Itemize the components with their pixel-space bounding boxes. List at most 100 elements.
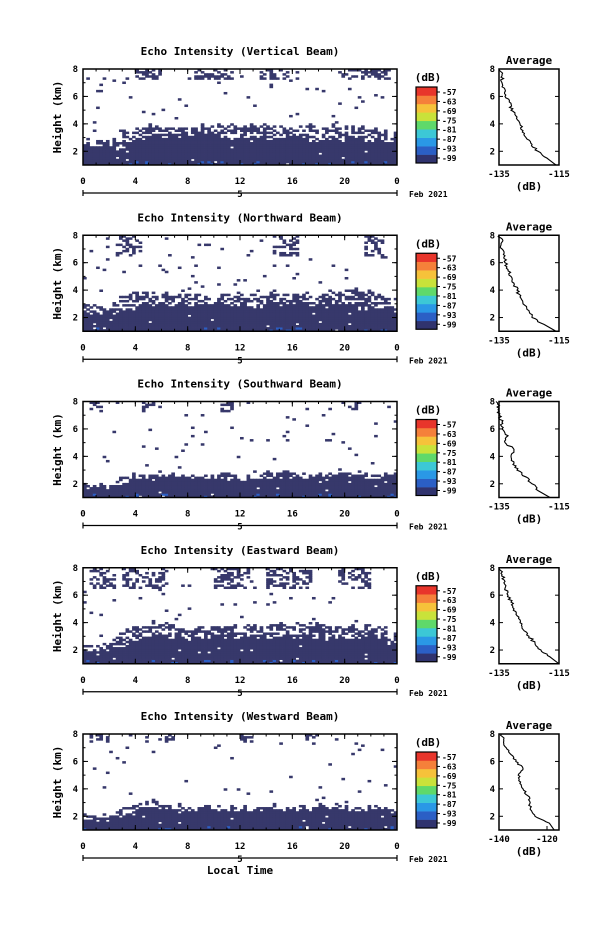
heatmap-cell — [292, 139, 296, 143]
heatmap-cell — [145, 291, 149, 295]
heatmap-cell — [154, 642, 159, 646]
heatmap-cell — [168, 489, 172, 492]
heatmap-cell — [207, 129, 211, 133]
heatmap-cell — [190, 482, 195, 486]
heatmap-cell — [243, 480, 247, 484]
heatmap-cell — [164, 133, 169, 137]
heatmap-cell — [357, 297, 362, 301]
heatmap-cell — [141, 144, 146, 147]
heatmap-cell — [187, 293, 192, 297]
heatmap-cell — [200, 493, 205, 496]
heatmap-cell — [361, 295, 365, 299]
heatmap-cell — [305, 297, 310, 301]
heatmap-cell — [367, 146, 372, 149]
heatmap-cell — [393, 491, 397, 494]
heatmap-cell — [338, 71, 342, 74]
heatmap-cell — [145, 150, 149, 153]
heatmap-cell — [292, 142, 296, 145]
heatmap-cell — [132, 659, 136, 663]
heatmap-cell — [240, 156, 244, 160]
heatmap-cell — [282, 314, 287, 318]
heatmap-cell — [223, 137, 228, 141]
colorbar-unit: (dB) — [415, 71, 442, 84]
heatmap-cell — [138, 574, 143, 577]
heatmap-cell — [187, 308, 192, 311]
heatmap-cell — [177, 302, 182, 305]
heatmap-cell — [154, 651, 159, 654]
heatmap-cell — [187, 142, 192, 145]
heatmap-cell — [262, 304, 267, 307]
heatmap-cell — [374, 318, 378, 322]
heatmap-cell — [269, 482, 274, 486]
heatmap-cell — [351, 310, 355, 313]
heatmap-cell — [145, 480, 149, 484]
heatmap-cell — [96, 320, 100, 324]
heatmap-cell — [279, 160, 283, 164]
heatmap-cell — [243, 162, 247, 165]
heatmap-cell — [197, 137, 202, 141]
heatmap-cell — [164, 162, 169, 165]
heatmap-cell — [243, 487, 247, 490]
heatmap-cell — [305, 125, 310, 128]
heatmap-cell — [315, 312, 319, 315]
heatmap-cell — [112, 316, 117, 320]
heatmap-cell — [145, 584, 149, 587]
heatmap-cell — [285, 480, 290, 484]
heatmap-cell — [262, 484, 267, 488]
heatmap-cell — [154, 312, 159, 315]
heatmap-cell — [272, 478, 277, 482]
heatmap-cell — [194, 152, 198, 155]
heatmap-cell — [213, 484, 218, 488]
heatmap-cell — [220, 142, 225, 145]
heatmap-cell — [132, 657, 136, 660]
heatmap-cell — [325, 293, 329, 297]
heatmap-cell — [380, 320, 385, 324]
heatmap-cell — [148, 135, 153, 139]
heatmap-cell — [262, 312, 267, 315]
heatmap-cell — [118, 651, 123, 654]
heatmap-cell — [259, 142, 264, 145]
heatmap-cell — [344, 327, 349, 330]
heatmap-cell — [204, 484, 208, 488]
heatmap-cell — [204, 150, 208, 153]
heatmap-cell — [132, 322, 136, 326]
heatmap-cell — [200, 135, 205, 139]
heatmap-cell — [190, 139, 195, 143]
heatmap-cell — [357, 476, 362, 480]
heatmap-cell — [154, 318, 159, 322]
heatmap-cell — [118, 640, 123, 644]
colorbar-tick-label: -81 — [442, 126, 457, 135]
heatmap-cell — [154, 150, 159, 153]
heatmap-cell — [246, 152, 251, 155]
heatmap-cell — [138, 304, 143, 307]
heatmap-cell — [109, 487, 113, 490]
heatmap-cell — [171, 133, 175, 137]
heatmap-cell — [174, 150, 179, 153]
heatmap-cell — [351, 304, 355, 307]
heatmap-cell — [383, 129, 388, 133]
heatmap-cell — [295, 304, 300, 307]
heatmap-cell — [109, 320, 113, 324]
heatmap-cell — [298, 308, 303, 311]
heatmap-cell — [141, 316, 146, 320]
heatmap-cell — [132, 249, 136, 253]
heatmap-cell — [197, 142, 202, 145]
average-y-tick-label: 6 — [490, 425, 495, 435]
heatmap-cell — [151, 403, 156, 407]
heatmap-cell — [302, 489, 306, 492]
heatmap-cell — [168, 131, 172, 135]
heatmap-cell — [275, 162, 280, 165]
heatmap-cell — [184, 293, 189, 297]
heatmap-cell — [226, 158, 231, 162]
heatmap-cell — [174, 329, 179, 332]
heatmap-cell — [177, 327, 182, 330]
heatmap-cell — [374, 152, 378, 155]
colorbar-segment — [416, 470, 437, 479]
average-y-tick-label: 2 — [490, 147, 495, 157]
heatmap-cell — [308, 482, 313, 486]
heatmap-cell — [279, 493, 283, 496]
heatmap-cell — [226, 318, 231, 322]
heatmap-cell — [275, 472, 280, 475]
heatmap-cell — [289, 312, 293, 315]
heatmap-cell — [141, 73, 146, 76]
